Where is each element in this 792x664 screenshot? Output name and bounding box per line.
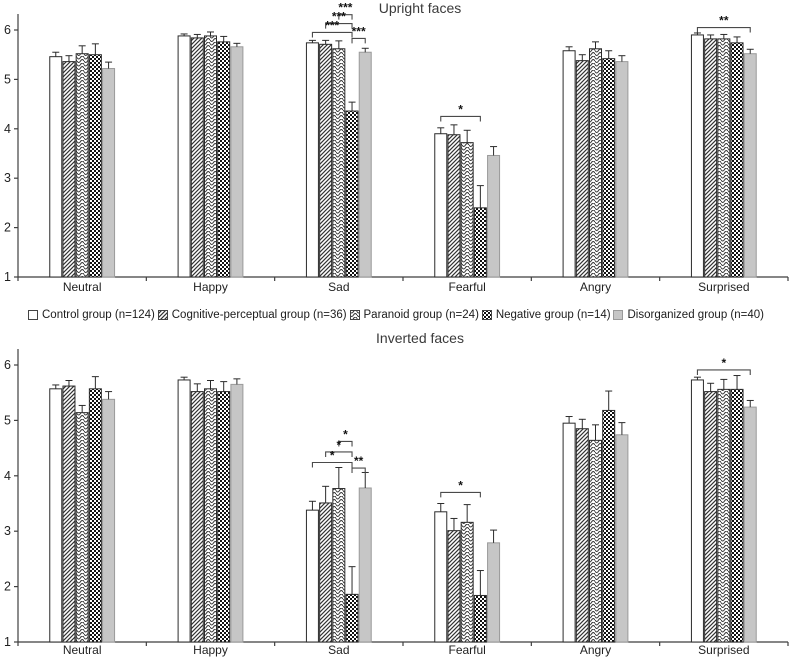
svg-text:**: **	[354, 454, 364, 468]
diagonal-hatch-swatch-icon	[157, 310, 168, 320]
svg-text:2: 2	[4, 580, 11, 594]
svg-text:Sad: Sad	[328, 643, 349, 657]
svg-text:Surprised: Surprised	[698, 643, 749, 657]
svg-text:*: *	[336, 438, 341, 452]
svg-text:6: 6	[4, 358, 11, 372]
svg-text:Surprised: Surprised	[698, 280, 749, 294]
svg-text:***: ***	[332, 10, 346, 24]
svg-text:4: 4	[4, 469, 11, 483]
legend-item-negative: Negative group (n=14)	[481, 309, 611, 321]
svg-text:Angry: Angry	[580, 280, 611, 294]
svg-text:2: 2	[4, 221, 11, 235]
svg-text:Neutral: Neutral	[63, 280, 102, 294]
gray-swatch-icon	[613, 310, 624, 320]
legend-label-disorganized: Disorganized group (n=40)	[627, 309, 764, 321]
svg-text:Neutral: Neutral	[63, 643, 102, 657]
svg-text:*: *	[458, 102, 463, 116]
legend-item-cognitive-perceptual: Cognitive-perceptual group (n=36)	[157, 309, 347, 321]
svg-text:5: 5	[4, 72, 11, 86]
wave-pattern-swatch-icon	[349, 310, 360, 320]
svg-text:Happy: Happy	[193, 643, 228, 657]
svg-text:*: *	[330, 449, 335, 463]
legend: Control group (n=124) Cognitive-perceptu…	[0, 302, 792, 328]
svg-text:***: ***	[325, 18, 339, 32]
svg-text:1: 1	[4, 270, 11, 284]
legend-item-paranoid: Paranoid group (n=24)	[349, 309, 479, 321]
legend-label-control: Control group (n=124)	[42, 309, 155, 321]
legend-item-disorganized: Disorganized group (n=40)	[613, 309, 764, 321]
legend-item-control: Control group (n=124)	[28, 309, 155, 321]
legend-label-cognitive-perceptual: Cognitive-perceptual group (n=36)	[171, 309, 347, 321]
svg-text:**: **	[719, 14, 729, 28]
legend-label-negative: Negative group (n=14)	[495, 309, 611, 321]
svg-text:5: 5	[4, 413, 11, 427]
inverted-chart-block: Inverted faces 1 2 3 4 5 6 Neutral Happy Sad Fear…	[0, 328, 792, 664]
legend-label-paranoid: Paranoid group (n=24)	[363, 309, 479, 321]
svg-text:3: 3	[4, 524, 11, 538]
svg-text:*: *	[721, 356, 726, 370]
svg-text:***: ***	[338, 1, 352, 15]
svg-text:*: *	[458, 478, 463, 492]
svg-text:Happy: Happy	[193, 280, 228, 294]
svg-text:Fearful: Fearful	[448, 643, 485, 657]
svg-text:Sad: Sad	[328, 280, 349, 294]
svg-text:***: ***	[352, 24, 366, 38]
svg-text:1: 1	[4, 635, 11, 649]
svg-text:6: 6	[4, 23, 11, 37]
svg-text:Fearful: Fearful	[448, 280, 485, 294]
svg-text:Angry: Angry	[580, 643, 611, 657]
upright-chart-block: Upright faces 1 2 3 4 5 6 Neutral Happy Sad Fearf…	[0, 0, 792, 302]
upright-chart-canvas: 1 2 3 4 5 6 Neutral Happy Sad Fearful Angry Surpris…	[4, 1, 789, 294]
svg-text:4: 4	[4, 122, 11, 136]
inverted-chart-canvas: 1 2 3 4 5 6 Neutral Happy Sad Fearful Angry Surpris…	[4, 349, 789, 657]
svg-text:*: *	[343, 427, 348, 441]
checker-swatch-icon	[481, 310, 492, 320]
control-swatch-icon	[28, 310, 38, 320]
svg-text:3: 3	[4, 171, 11, 185]
